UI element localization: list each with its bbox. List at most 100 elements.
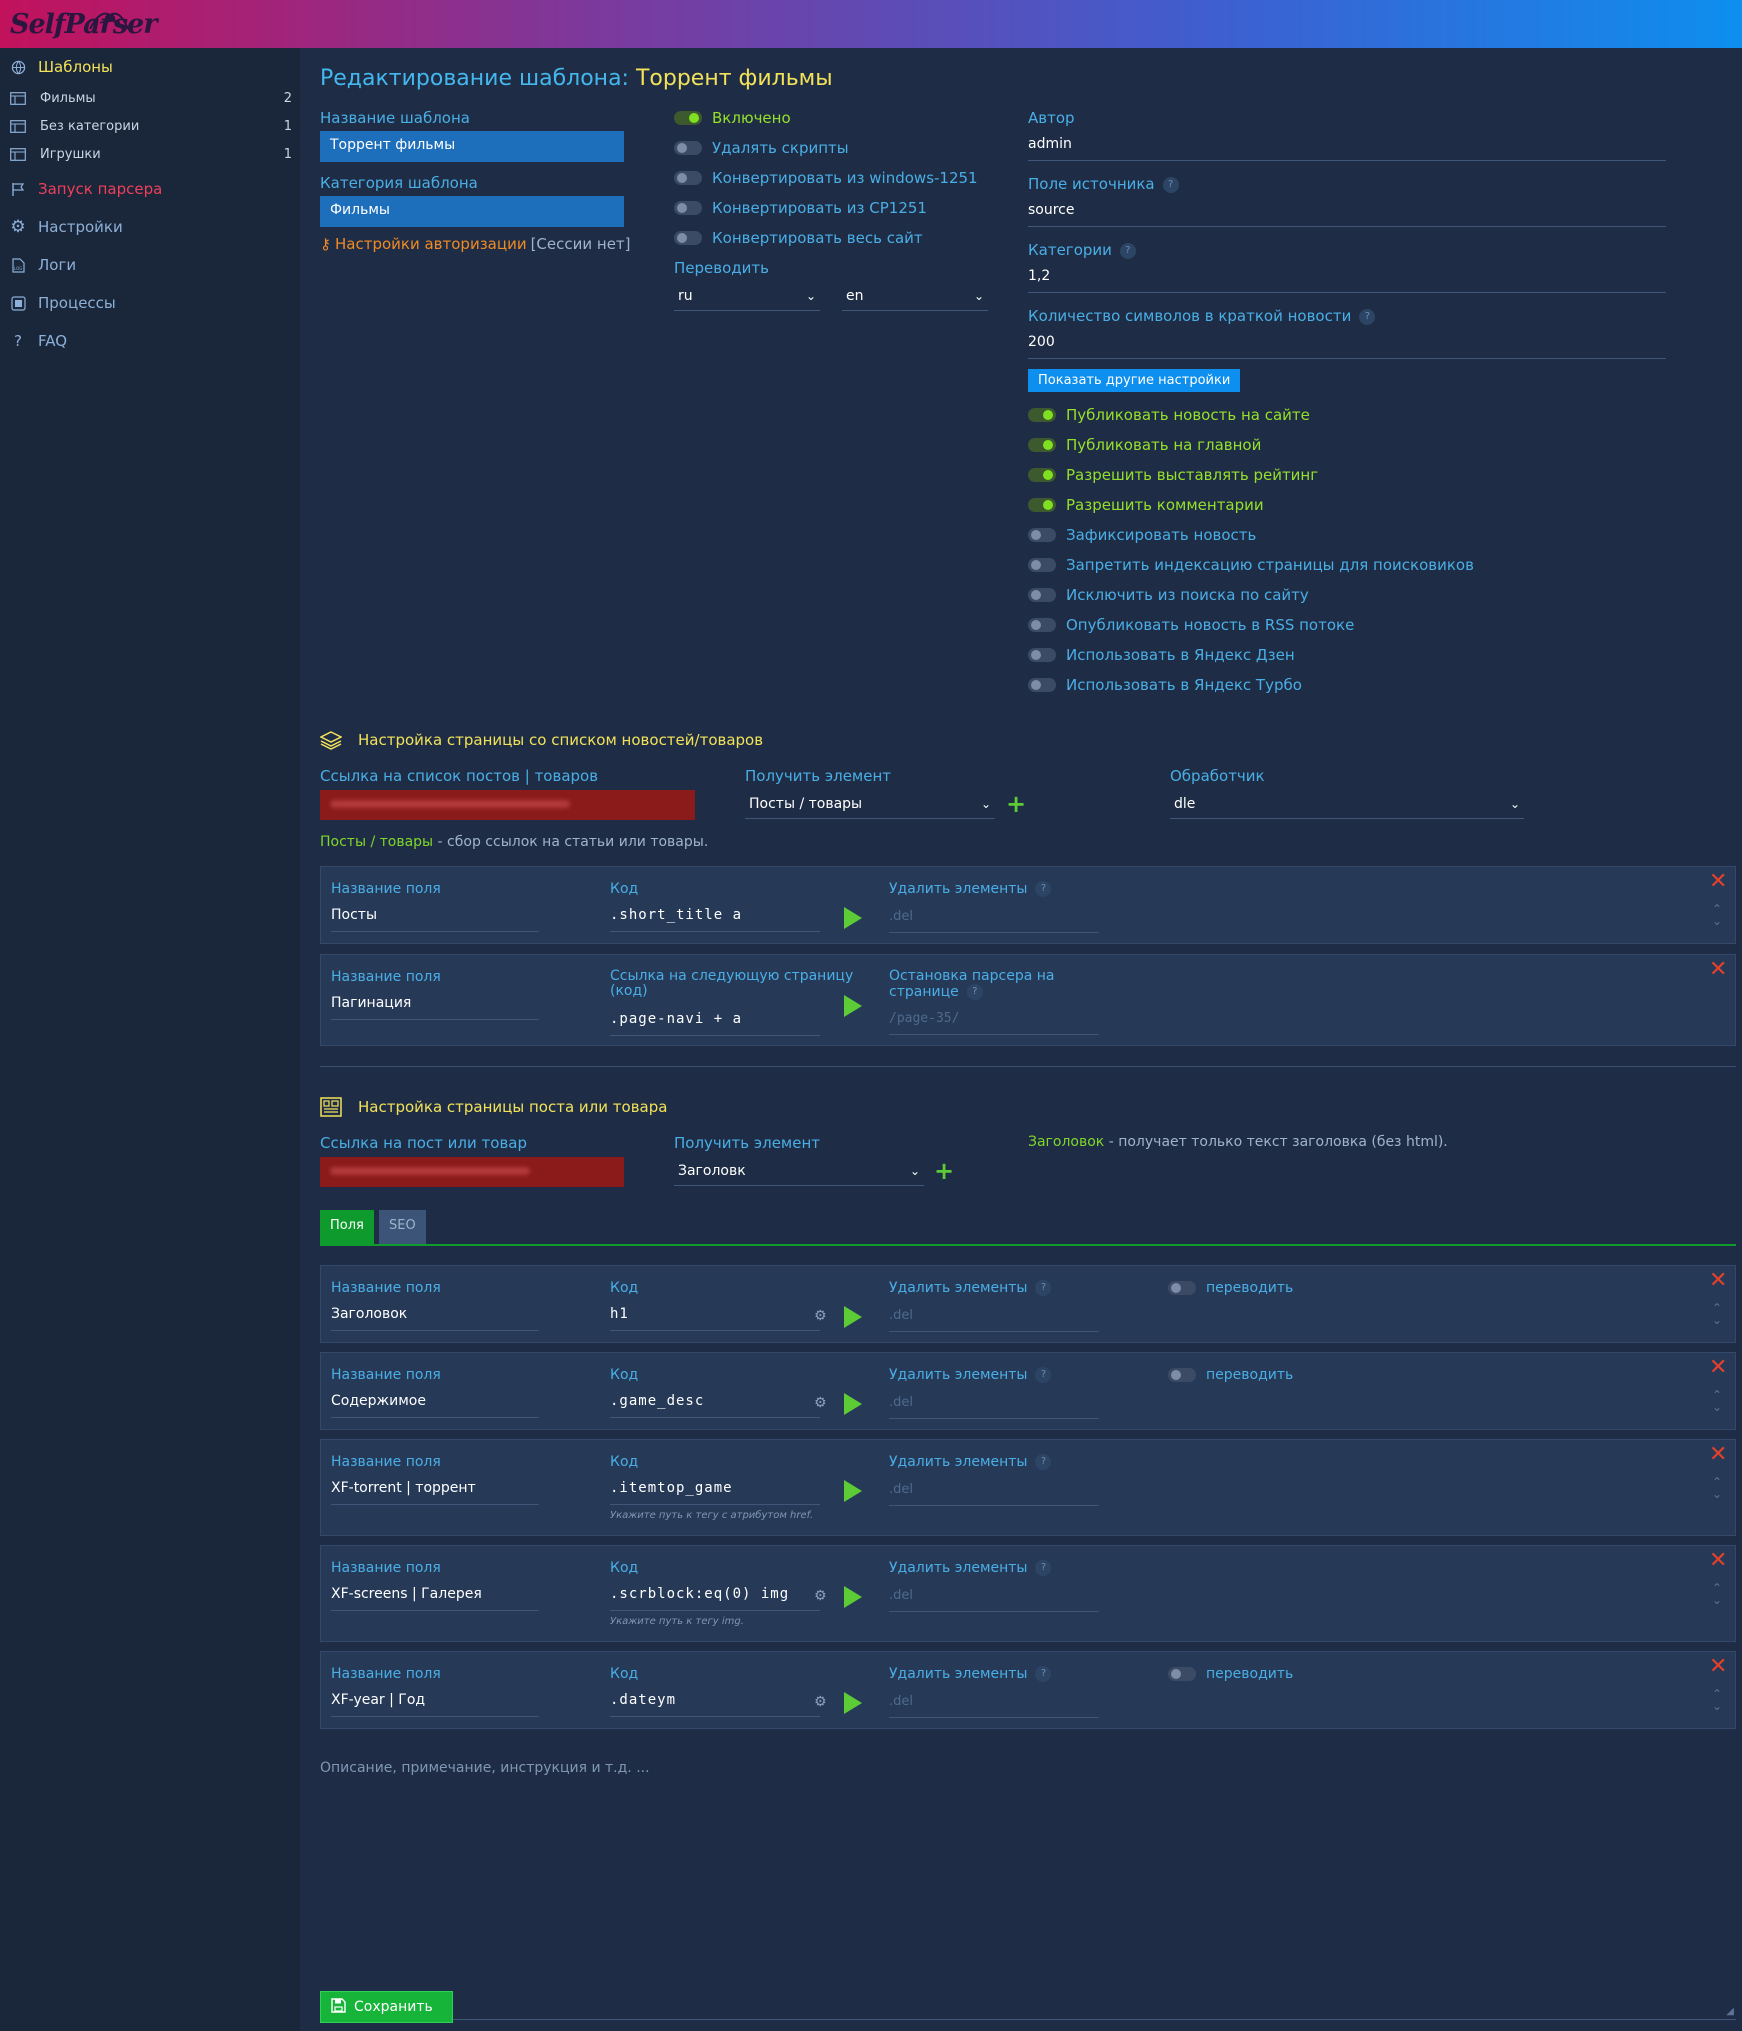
- toggle-switch[interactable]: [1028, 408, 1056, 422]
- sidebar-item-settings[interactable]: ⚙ Настройки: [10, 217, 122, 237]
- play-icon[interactable]: [844, 1692, 862, 1714]
- more-settings-button[interactable]: Показать другие настройки: [1028, 369, 1241, 392]
- toggle-convert-1251[interactable]: Конвертировать из windows-1251: [674, 169, 978, 187]
- toggle-remove-scripts[interactable]: Удалять скрипты: [674, 139, 849, 157]
- play-icon[interactable]: [844, 995, 862, 1017]
- lang-from-select[interactable]: ru ⌄: [674, 288, 820, 311]
- play-icon[interactable]: [844, 1480, 862, 1502]
- lang-to-select[interactable]: en ⌄: [842, 288, 988, 311]
- handler-select[interactable]: dle ⌄: [1170, 796, 1524, 819]
- sidebar-category-films[interactable]: Фильмы 2: [10, 91, 292, 106]
- author-input[interactable]: admin: [1028, 136, 1666, 161]
- help-icon[interactable]: ?: [1035, 1560, 1052, 1576]
- toggle-convert-site[interactable]: Конвертировать весь сайт: [674, 229, 923, 247]
- delete-elements-input[interactable]: .del: [889, 1588, 1099, 1612]
- toggle-switch[interactable]: [1028, 588, 1056, 602]
- template-category-select[interactable]: Фильмы: [320, 196, 624, 227]
- gear-icon[interactable]: ⚙: [814, 1308, 827, 1324]
- delete-elements-input[interactable]: .del: [889, 1308, 1099, 1332]
- toggle-publish-site[interactable]: Публиковать новость на сайте: [1028, 406, 1310, 424]
- toggle-switch[interactable]: [1168, 1368, 1196, 1382]
- help-icon[interactable]: ?: [1119, 242, 1136, 259]
- close-icon[interactable]: ✕: [1709, 1548, 1728, 1573]
- add-element-button[interactable]: +: [1006, 790, 1027, 818]
- play-icon[interactable]: [844, 1586, 862, 1608]
- sidebar-item-templates[interactable]: Шаблоны: [10, 58, 113, 76]
- auth-settings-link[interactable]: Настройки авторизации: [335, 235, 527, 253]
- toggle-switch[interactable]: [1028, 618, 1056, 632]
- sidebar-item-faq[interactable]: ? FAQ: [10, 332, 67, 350]
- play-icon[interactable]: [844, 907, 862, 929]
- field-code-input[interactable]: .short_title a: [610, 907, 820, 932]
- reorder-arrows[interactable]: ⌃ ⌄: [1712, 1475, 1723, 1501]
- next-page-code-input[interactable]: .page-navi + a: [610, 1011, 820, 1036]
- field-code-input[interactable]: .itemtop_game: [610, 1480, 820, 1505]
- resize-handle-icon[interactable]: ◢: [1726, 2006, 1734, 2017]
- delete-elements-input[interactable]: .del: [889, 1395, 1099, 1419]
- help-icon[interactable]: ?: [1035, 1367, 1052, 1383]
- sidebar-category-uncategorized[interactable]: Без категории 1: [10, 119, 292, 134]
- sidebar-category-games[interactable]: Игрушки 1: [10, 147, 292, 162]
- close-icon[interactable]: ✕: [1709, 1355, 1728, 1380]
- save-button[interactable]: Сохранить: [320, 1991, 453, 2023]
- toggle-enabled[interactable]: Включено: [674, 109, 791, 127]
- toggle-switch[interactable]: [1028, 468, 1056, 482]
- field-code-input[interactable]: h1: [610, 1306, 820, 1331]
- toggle-switch[interactable]: [674, 231, 702, 245]
- help-icon[interactable]: ?: [966, 984, 983, 1000]
- toggle-switch[interactable]: [1028, 558, 1056, 572]
- gear-icon[interactable]: ⚙: [814, 1395, 827, 1411]
- field-name-input[interactable]: Посты: [331, 907, 539, 932]
- toggle-convert-cp1251[interactable]: Конвертировать из CP1251: [674, 199, 927, 217]
- translate-toggle[interactable]: переводить: [1168, 1367, 1293, 1383]
- toggle-switch[interactable]: [1028, 438, 1056, 452]
- toggle-switch[interactable]: [1028, 498, 1056, 512]
- toggle-switch[interactable]: [1028, 648, 1056, 662]
- help-icon[interactable]: ?: [1035, 1454, 1052, 1470]
- tab-fields[interactable]: Поля: [320, 1210, 374, 1244]
- add-element-button[interactable]: +: [934, 1157, 955, 1185]
- toggle-allow-comments[interactable]: Разрешить комментарии: [1028, 496, 1264, 514]
- field-name-input[interactable]: XF-year | Год: [331, 1692, 539, 1717]
- sidebar-item-processes[interactable]: Процессы: [10, 294, 116, 312]
- close-icon[interactable]: ✕: [1709, 1268, 1728, 1293]
- toggle-switch[interactable]: [1028, 678, 1056, 692]
- delete-elements-input[interactable]: .del: [889, 909, 1099, 933]
- close-icon[interactable]: ✕: [1709, 1654, 1728, 1679]
- sidebar-item-launch[interactable]: Запуск парсера: [10, 180, 162, 198]
- toggle-allow-rating[interactable]: Разрешить выставлять рейтинг: [1028, 466, 1318, 484]
- help-icon[interactable]: ?: [1035, 881, 1052, 897]
- toggle-switch[interactable]: [1168, 1281, 1196, 1295]
- stop-page-input[interactable]: /page-35/: [889, 1011, 1099, 1035]
- translate-toggle[interactable]: переводить: [1168, 1280, 1293, 1296]
- delete-elements-input[interactable]: .del: [889, 1482, 1099, 1506]
- reorder-arrows[interactable]: ⌃ ⌄: [1712, 1581, 1723, 1607]
- toggle-yandex-turbo[interactable]: Использовать в Яндекс Турбо: [1028, 676, 1302, 694]
- toggle-switch[interactable]: [674, 111, 702, 125]
- toggle-switch[interactable]: [674, 201, 702, 215]
- reorder-arrows[interactable]: ⌃ ⌄: [1712, 902, 1723, 928]
- toggle-exclude-search[interactable]: Исключить из поиска по сайту: [1028, 586, 1309, 604]
- notes-textarea[interactable]: Описание, примечание, инструкция и т.д. …: [320, 1748, 1736, 2020]
- help-icon[interactable]: ?: [1035, 1280, 1052, 1296]
- post-get-element-select[interactable]: Заголовк ⌄: [674, 1163, 924, 1186]
- toggle-publish-main[interactable]: Публиковать на главной: [1028, 436, 1261, 454]
- close-icon[interactable]: ✕: [1709, 957, 1728, 982]
- toggle-switch[interactable]: [674, 171, 702, 185]
- delete-elements-input[interactable]: .del: [889, 1694, 1099, 1718]
- post-url-input[interactable]: [320, 1157, 624, 1187]
- field-name-input[interactable]: Содержимое: [331, 1393, 539, 1418]
- toggle-yandex-zen[interactable]: Использовать в Яндекс Дзен: [1028, 646, 1295, 664]
- help-icon[interactable]: ?: [1359, 308, 1376, 325]
- play-icon[interactable]: [844, 1393, 862, 1415]
- close-icon[interactable]: ✕: [1709, 869, 1728, 894]
- reorder-arrows[interactable]: ⌃ ⌄: [1712, 1388, 1723, 1414]
- toggle-switch[interactable]: [674, 141, 702, 155]
- toggle-noindex[interactable]: Запретить индексацию страницы для поиско…: [1028, 556, 1474, 574]
- field-code-input[interactable]: .game_desc: [610, 1393, 820, 1418]
- help-icon[interactable]: ?: [1162, 176, 1179, 193]
- translate-toggle[interactable]: переводить: [1168, 1666, 1293, 1682]
- toggle-fix-news[interactable]: Зафиксировать новость: [1028, 526, 1256, 544]
- reorder-arrows[interactable]: ⌃ ⌄: [1712, 1687, 1723, 1713]
- field-name-input[interactable]: Заголовок: [331, 1306, 539, 1331]
